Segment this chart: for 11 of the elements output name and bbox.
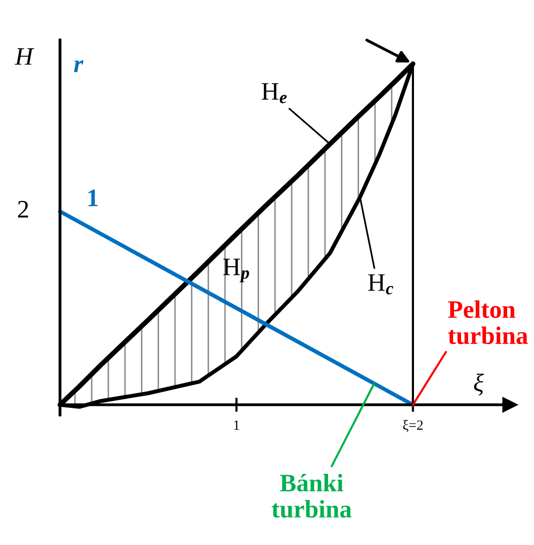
text: H$_{e}$ [262, 83, 287, 104]
annotation: 1 [88, 190, 98, 206]
series-label: H$_{c}$ [368, 274, 394, 294]
x-tick-label: ξ=2 [403, 420, 423, 432]
text: r [74, 60, 84, 72]
y-axis-title: H [14, 48, 34, 65]
annotation: Pelton turbina [448, 300, 528, 344]
x-axis-title: ξ [474, 374, 484, 396]
text: 2 [18, 200, 28, 218]
annotation: H$_{p}$ [223, 258, 250, 282]
annotation: Bánki turbina [272, 474, 352, 518]
